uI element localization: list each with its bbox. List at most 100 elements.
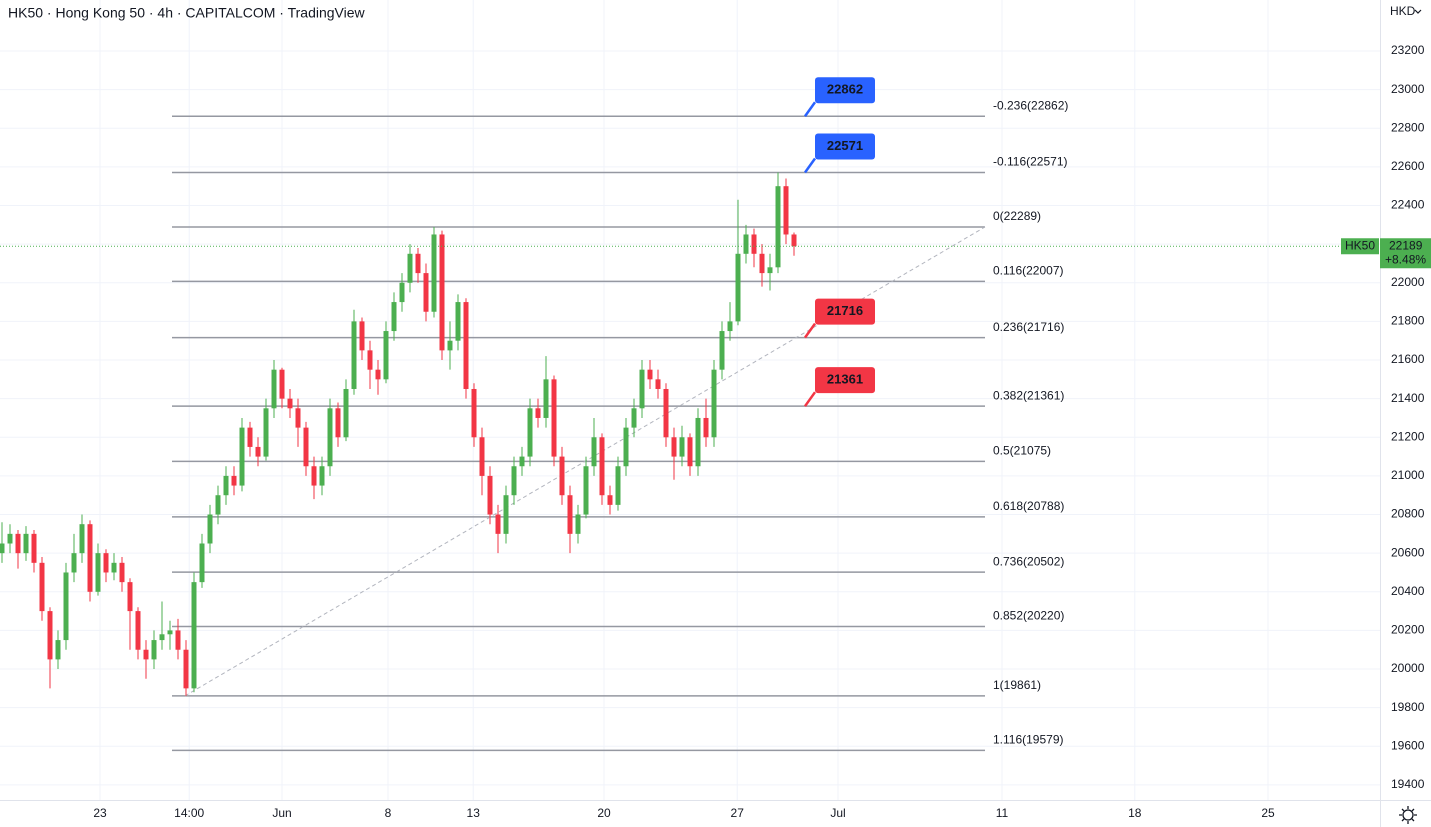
fib-label: -0.236(22862) [993, 98, 1068, 112]
candle-body [447, 340, 453, 351]
candle-body [527, 408, 533, 457]
x-tick-label: 13 [467, 806, 481, 820]
candle-body [343, 388, 349, 438]
callout-label: 22862 [827, 82, 863, 97]
candle-body [335, 408, 341, 438]
y-tick-label: 20200 [1391, 623, 1425, 637]
candle-body [679, 437, 685, 457]
candle-body [359, 321, 365, 351]
callout-pointer [803, 101, 817, 117]
candle-body [615, 466, 621, 505]
candle-body [279, 369, 285, 399]
candle-body [503, 495, 509, 534]
candle-body [463, 302, 469, 389]
candle-body [775, 186, 781, 268]
candle-body [167, 630, 173, 635]
settings-icon[interactable] [1399, 806, 1417, 824]
candle-body [351, 321, 357, 389]
x-tick-label: 14:00 [174, 806, 204, 820]
y-tick-label: 22000 [1391, 275, 1425, 289]
x-tick-label: Jul [830, 806, 845, 820]
candle-body [159, 634, 165, 641]
candle-body [383, 331, 389, 380]
callout-pointer [803, 157, 817, 174]
candle-body [631, 408, 637, 428]
candle-body [647, 369, 653, 380]
y-tick-label: 21200 [1391, 429, 1425, 443]
candle-body [271, 369, 277, 409]
candle-body [727, 321, 733, 332]
candle-body [623, 427, 629, 467]
candle-body [399, 282, 405, 303]
candle-body [439, 234, 445, 351]
candle-body [431, 234, 437, 312]
callout-label: 21716 [827, 303, 863, 318]
candle-body [319, 466, 325, 486]
candle-body [535, 408, 541, 418]
candle-body [719, 331, 725, 370]
callout-label: 21361 [827, 372, 863, 387]
price-badge [1380, 238, 1431, 269]
x-tick-label: 20 [597, 806, 611, 820]
y-tick-label: 22400 [1391, 198, 1425, 212]
candle-body [703, 417, 709, 438]
candle-body [487, 475, 493, 515]
candle-body [711, 369, 717, 438]
y-tick-label: 20000 [1391, 661, 1425, 675]
candle-body [415, 253, 421, 274]
candle-body [695, 417, 701, 467]
candle-body [303, 427, 309, 467]
candle-body [95, 553, 101, 592]
fib-label: 1(19861) [993, 678, 1041, 692]
candle-body [367, 350, 373, 370]
candle-body [127, 582, 133, 612]
candle-body [583, 466, 589, 515]
candle-body [231, 475, 237, 486]
currency-chevron[interactable] [1414, 9, 1422, 14]
y-tick-label: 22800 [1391, 120, 1425, 134]
chart-title: HK50 · Hong Kong 50 · 4h · CAPITALCOM · … [8, 5, 366, 21]
fib-label: 0.852(20220) [993, 609, 1064, 623]
y-tick-label: 20400 [1391, 584, 1425, 598]
callout-box [815, 367, 875, 394]
candle-body [71, 553, 77, 573]
candle-body [759, 253, 765, 274]
candle-body [311, 466, 317, 486]
y-tick-label: 19400 [1391, 777, 1425, 791]
candle-body [767, 267, 773, 274]
y-tick-label: 19800 [1391, 700, 1425, 714]
candle-body [0, 543, 5, 554]
candle-body [575, 514, 581, 534]
candle-body [199, 543, 205, 583]
candle-body [55, 640, 61, 660]
candle-body [7, 533, 13, 544]
candle-body [215, 495, 221, 515]
currency[interactable]: HKD [1390, 4, 1416, 18]
candle-body [519, 456, 525, 467]
candle-body [143, 649, 149, 660]
y-tick-label: 22600 [1391, 159, 1425, 173]
candle-body [47, 611, 53, 660]
symbol-badge [1341, 238, 1379, 255]
candle-body [663, 388, 669, 438]
y-tick-label: 21400 [1391, 391, 1425, 405]
y-tick-label: 23200 [1391, 43, 1425, 57]
candle-body [151, 640, 157, 660]
candle-body [239, 427, 245, 486]
candle-body [479, 437, 485, 476]
fib-label: 0.116(22007) [993, 264, 1064, 278]
y-tick-label: 19600 [1391, 738, 1425, 752]
candle-body [471, 388, 477, 438]
candle-body [407, 253, 413, 283]
candle-body [63, 572, 69, 641]
callout-box [815, 77, 875, 104]
y-tick-label: 21800 [1391, 314, 1425, 328]
candle-body [551, 379, 557, 457]
candle-body [543, 379, 549, 418]
fib-label: 0.382(21361) [993, 388, 1064, 402]
candle-body [111, 562, 117, 573]
candle-body [103, 553, 109, 573]
callout-box [815, 298, 875, 325]
candle-body [175, 630, 181, 650]
